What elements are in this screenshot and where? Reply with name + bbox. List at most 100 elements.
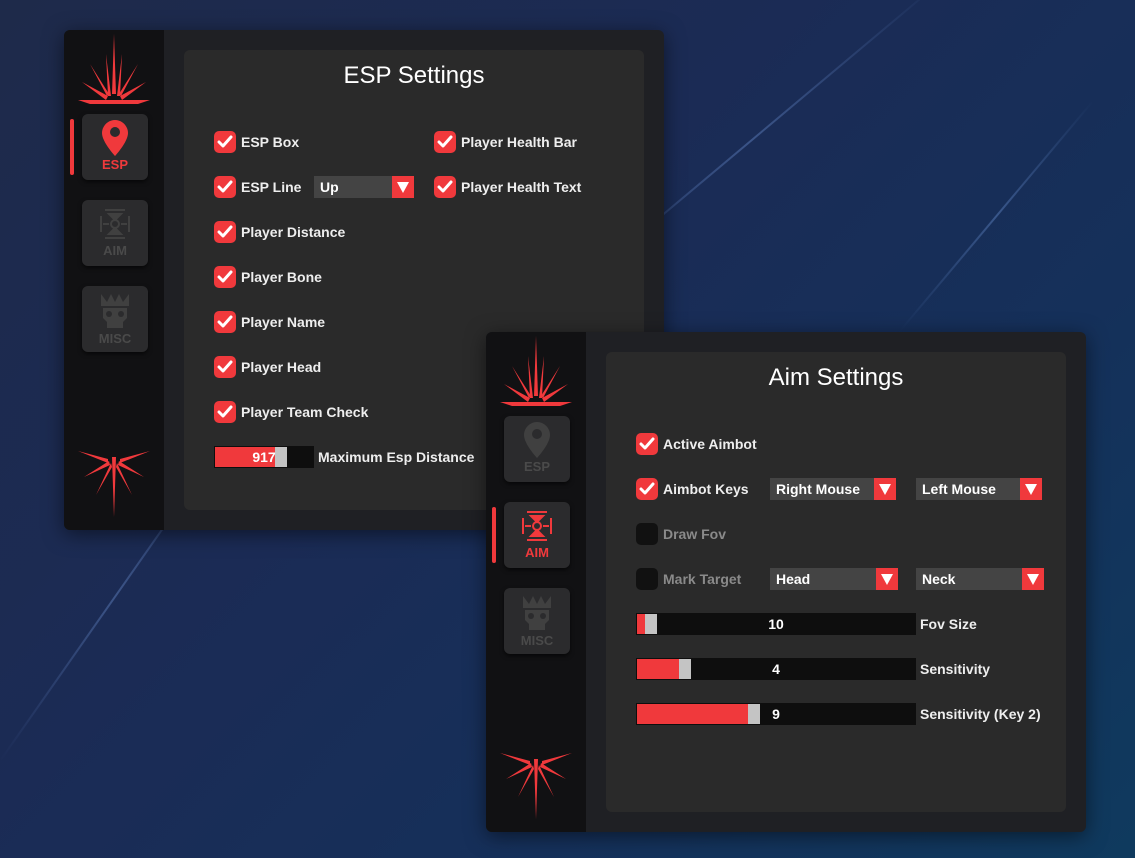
skull-crown-icon [504, 594, 570, 632]
tab-label: ESP [101, 157, 128, 172]
aimbot-key-2-dropdown[interactable]: Left Mouse [916, 478, 1042, 500]
checkmark-icon [217, 315, 233, 328]
tab-label: AIM [525, 545, 549, 560]
checkmark-icon [639, 437, 655, 450]
player-bone-label: Player Bone [241, 269, 322, 285]
aimbot-keys-checkbox[interactable] [636, 478, 658, 500]
map-pin-icon [82, 120, 148, 156]
esp-line-label: ESP Line [241, 179, 302, 195]
esp-box-label: ESP Box [241, 134, 300, 150]
slider-value: 10 [768, 616, 784, 632]
tab-esp[interactable]: ESP [82, 114, 148, 180]
dropdown-value: Right Mouse [776, 481, 860, 497]
sensitivity-key-2-label: Sensitivity (Key 2) [920, 706, 1041, 722]
tab-misc[interactable]: MISC [82, 286, 148, 352]
max-esp-distance-slider[interactable]: 917 [214, 446, 314, 468]
background-streak [899, 100, 1094, 332]
active-aimbot-label: Active Aimbot [663, 436, 757, 452]
dropdown-value: Neck [922, 571, 956, 587]
tab-misc[interactable]: MISC [504, 588, 570, 654]
chevron-down-icon [1022, 568, 1044, 590]
tab-label: MISC [520, 633, 554, 648]
crosshair-icon [504, 508, 570, 544]
slider-fill [637, 614, 645, 634]
logo-top-icon [78, 34, 150, 106]
slider-handle[interactable] [679, 659, 691, 679]
panel-title: ESP Settings [343, 62, 485, 89]
logo-top-icon [500, 336, 572, 408]
aimbot-key-1-dropdown[interactable]: Right Mouse [770, 478, 896, 500]
dropdown-value: Head [776, 571, 811, 587]
sensitivity-key-2-slider[interactable]: 9 [636, 703, 916, 725]
player-name-label: Player Name [241, 314, 326, 330]
draw-fov-checkbox[interactable] [636, 523, 658, 545]
checkmark-icon [437, 180, 453, 193]
esp-box-checkbox[interactable] [214, 131, 236, 153]
sidebar: ESP AIM MISC [486, 332, 586, 832]
logo-bottom-icon [78, 445, 150, 517]
slider-handle[interactable] [275, 447, 287, 467]
checkmark-icon [639, 482, 655, 495]
tab-label: AIM [103, 243, 127, 258]
chevron-down-icon [1020, 478, 1042, 500]
player-health-bar-checkbox[interactable] [434, 131, 456, 153]
aimbot-keys-label: Aimbot Keys [663, 481, 749, 497]
active-tab-indicator [492, 507, 496, 563]
player-team-check-label: Player Team Check [241, 404, 369, 420]
map-pin-icon [504, 422, 570, 458]
chevron-down-icon [876, 568, 898, 590]
checkmark-icon [217, 135, 233, 148]
mark-target-2-dropdown[interactable]: Neck [916, 568, 1044, 590]
player-health-text-checkbox[interactable] [434, 176, 456, 198]
dropdown-value: Left Mouse [922, 481, 996, 497]
player-bone-checkbox[interactable] [214, 266, 236, 288]
chevron-down-icon [392, 176, 414, 198]
slider-handle[interactable] [748, 704, 760, 724]
mark-target-checkbox[interactable] [636, 568, 658, 590]
tab-aim[interactable]: AIM [82, 200, 148, 266]
player-head-label: Player Head [241, 359, 322, 375]
sidebar: ESP AIM MISC [64, 30, 164, 530]
sensitivity-slider[interactable]: 4 [636, 658, 916, 680]
player-distance-checkbox[interactable] [214, 221, 236, 243]
slider-fill [637, 704, 748, 724]
panel-title: Aim Settings [768, 364, 904, 391]
aim-settings-window: ESP AIM MISC Aim Settings Active Aimbot Aimbo… [486, 332, 1086, 832]
checkmark-icon [217, 180, 233, 193]
active-aimbot-checkbox[interactable] [636, 433, 658, 455]
slider-fill [637, 659, 679, 679]
mark-target-1-dropdown[interactable]: Head [770, 568, 898, 590]
slider-fill [215, 447, 275, 467]
sensitivity-label: Sensitivity [920, 661, 991, 677]
tab-label: MISC [98, 331, 132, 346]
esp-line-checkbox[interactable] [214, 176, 236, 198]
tab-esp[interactable]: ESP [504, 416, 570, 482]
player-health-text-label: Player Health Text [461, 179, 582, 195]
player-head-checkbox[interactable] [214, 356, 236, 378]
dropdown-value: Up [320, 179, 339, 195]
checkmark-icon [217, 225, 233, 238]
player-name-checkbox[interactable] [214, 311, 236, 333]
crosshair-icon [82, 206, 148, 242]
max-esp-distance-label: Maximum Esp Distance [318, 449, 475, 465]
slider-handle[interactable] [645, 614, 657, 634]
slider-value: 917 [252, 449, 276, 465]
tab-label: ESP [523, 459, 550, 474]
esp-line-dropdown[interactable]: Up [314, 176, 414, 198]
player-team-check-checkbox[interactable] [214, 401, 236, 423]
chevron-down-icon [874, 478, 896, 500]
player-health-bar-label: Player Health Bar [461, 134, 577, 150]
fov-size-slider[interactable]: 10 [636, 613, 916, 635]
checkmark-icon [437, 135, 453, 148]
tab-aim[interactable]: AIM [504, 502, 570, 568]
active-tab-indicator [70, 119, 74, 175]
logo-bottom-icon [500, 747, 572, 819]
skull-crown-icon [82, 292, 148, 330]
slider-value: 9 [772, 706, 780, 722]
settings-panel: Aim Settings Active Aimbot Aimbot Keys Draw… [606, 352, 1066, 812]
checkmark-icon [217, 405, 233, 418]
player-distance-label: Player Distance [241, 224, 346, 240]
slider-value: 4 [772, 661, 780, 677]
draw-fov-label: Draw Fov [663, 526, 727, 542]
mark-target-label: Mark Target [663, 571, 742, 587]
